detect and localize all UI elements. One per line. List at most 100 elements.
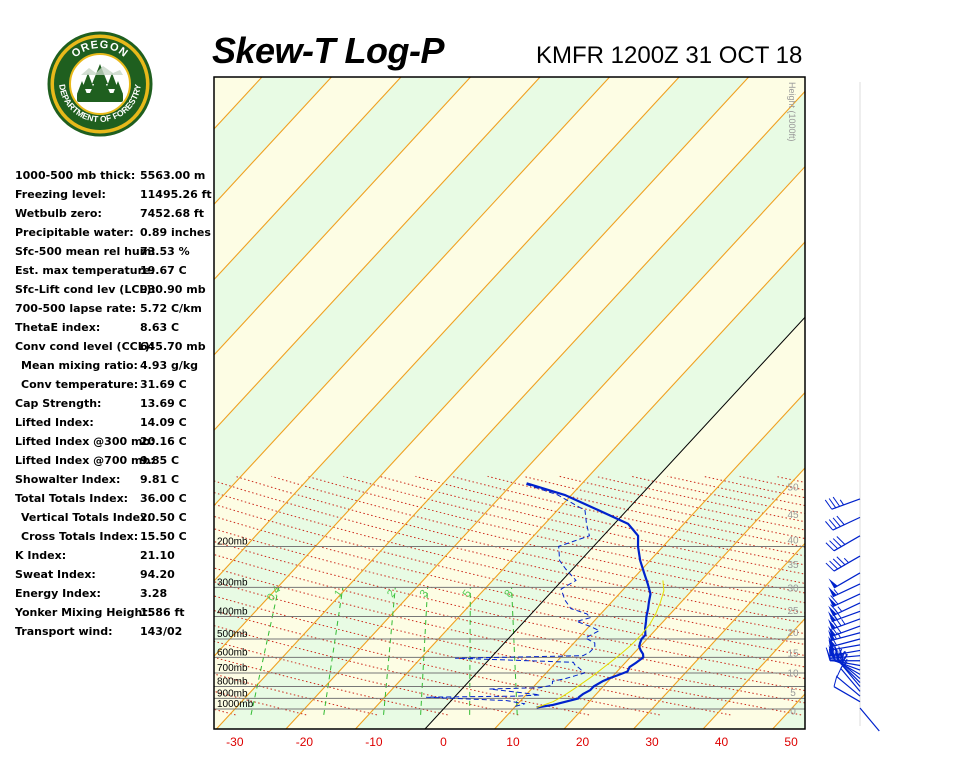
wind-barb [825,535,861,552]
stat-label: Conv temperature: [21,378,139,391]
stat-label: Sfc-Lift cond lev (LCL): [15,283,156,296]
height-tick-label: 15 [787,649,799,660]
pressure-label: 800mb [217,676,248,687]
x-tick-label: -10 [365,735,383,749]
stat-row: Showalter Index: 9.81 C [15,473,215,492]
stat-row: Precipitable water: 0.89 inches [15,226,215,245]
stat-row: Transport wind: 143/02 [15,625,215,644]
isotherm-line [355,241,805,729]
stat-row: Sfc-500 mean rel hum: 73.53 % [15,245,215,264]
stat-row: Energy Index: 3.28 [15,587,215,606]
stat-row: Cap Strength: 13.69 C [15,397,215,416]
stat-label: Energy Index: [15,587,101,600]
height-tick-label: 25 [787,606,799,617]
height-tick-label: 10 [787,669,799,680]
x-tick-label: 30 [645,735,659,749]
stat-row: Freezing level: 11495.26 ft [15,188,215,207]
station-datetime: KMFR 1200Z 31 OCT 18 [536,42,803,69]
oregon-forestry-logo: OREGON DEPARTMENT OF FORESTRY [47,31,153,137]
sounding-profiles [426,482,665,709]
isotherm-line [214,77,680,582]
dry-adiabat-line [214,595,731,716]
wind-barb [859,707,880,732]
height-tick-label: 0 [790,706,796,717]
wind-barb [825,515,861,531]
isotherm-line [214,77,750,658]
stat-value: 94.20 [140,568,175,581]
stat-row: Lifted Index @700 mb: 9.85 C [15,454,215,473]
stat-value: 7452.68 ft [140,207,204,220]
zero-degree-isotherm [424,316,805,729]
mixing-ratio-line [250,587,280,715]
dry-adiabat-line [214,528,805,668]
stat-value: 9.85 C [140,454,180,467]
mixing-ratio-label: 2 [385,588,398,600]
height-tick-label: 40 [787,536,799,547]
pressure-label: 1000mb [217,699,254,710]
stat-value: 73.53 % [140,245,190,258]
wind-barb [828,602,861,617]
stat-row: Lifted Index @300 mb: 20.16 C [15,435,215,454]
stat-label: ThetaE index: [15,321,101,334]
wind-barb [825,555,861,572]
mixing-ratio-label: 5 [461,588,474,600]
wind-barb [828,623,861,637]
stat-label: Wetbulb zero: [15,207,102,220]
isotherm-line [563,467,805,729]
stat-value: 20.16 C [140,435,187,448]
mixing-ratio-line [469,587,471,715]
height-axis: 0 5 10 15 20 25 30 35 40 45 50 Height (1000ft) [787,82,799,717]
pressure-label: 300mb [217,577,248,588]
stat-label: Vertical Totals Index: [21,511,152,524]
mixing-ratio-label: 3 [418,588,431,600]
isotherm-line [214,77,332,206]
isotherm-line [214,77,611,507]
freezing-isotherm-line [424,316,805,729]
stat-row: Conv temperature: 31.69 C [15,378,215,397]
mixing-ratio-line [383,587,396,715]
stat-label: Sfc-500 mean rel hum: [15,245,156,258]
wind-barb [828,593,861,608]
stat-label: Showalter Index: [15,473,121,486]
stat-value: 5563.00 m [140,169,206,182]
x-tick-labels: -30 -20 -10 0 10 20 30 40 50 [226,735,798,749]
parcel-profile [536,580,665,708]
stat-row: ThetaE index: 8.63 C [15,321,215,340]
x-tick-label: 50 [784,735,798,749]
isotherm-line [633,542,805,729]
stat-value: 19.67 C [140,264,187,277]
mixing-ratio-line [420,587,429,715]
height-tick-label: 30 [787,584,799,595]
stat-row: Cross Totals Index: 15.50 C [15,530,215,549]
stat-value: 36.00 C [140,492,187,505]
stat-row: Sfc-Lift cond lev (LCL): 930.90 mb [15,283,215,302]
stat-value: 1586 ft [140,606,185,619]
pressure-label: 900mb [217,688,248,699]
stat-label: Yonker Mixing Height: [15,606,152,619]
mountain-icon [81,66,123,75]
stat-row: Lifted Index: 14.09 C [15,416,215,435]
isotherms [214,77,960,729]
stat-label: Precipitable water: [15,226,134,239]
stat-value: 3.28 [140,587,168,600]
stat-value: 11495.26 ft [140,188,212,201]
height-tick-label: 20 [787,628,799,639]
pressure-label: 200mb [217,536,248,547]
stat-value: 645.70 mb [140,340,206,353]
x-tick-label: -20 [296,735,314,749]
isotherm-line [912,77,960,729]
stat-value: 9.81 C [140,473,180,486]
temperature-band [214,77,805,729]
stat-value: 0.89 inches [140,226,211,239]
stat-label: 1000-500 mb thick: [15,169,136,182]
pressure-label: 500mb [217,629,248,640]
stat-value: 14.09 C [140,416,187,429]
wind-barb [833,675,861,703]
stat-label: Est. max temperature: [15,264,155,277]
stat-value: 21.10 [140,549,175,562]
isotherm-line [214,77,471,356]
stat-row: Conv cond level (CCL): 645.70 mb [15,340,215,359]
x-tick-label: 10 [506,735,520,749]
stat-row: Sweat Index: 94.20 [15,568,215,587]
